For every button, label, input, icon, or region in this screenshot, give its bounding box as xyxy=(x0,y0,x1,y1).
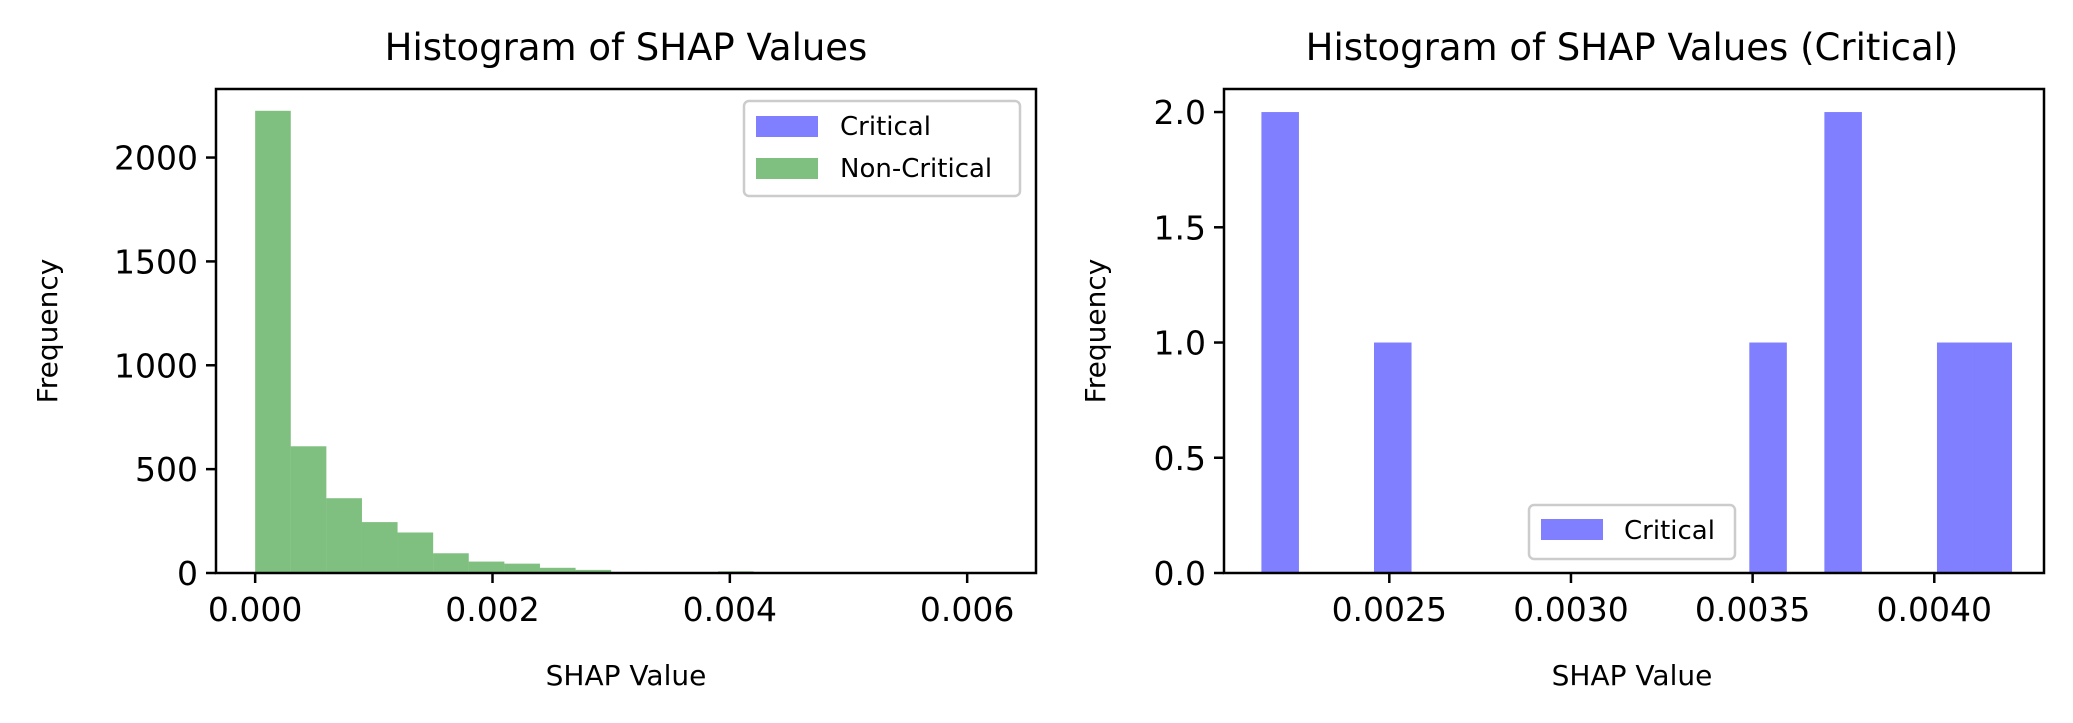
legend-box xyxy=(1527,503,1737,561)
y-axis-label: Frequency xyxy=(31,259,64,404)
legend: Critical Non-Critical xyxy=(742,99,1022,198)
histogram-bar xyxy=(433,553,469,573)
histogram-bar xyxy=(1974,342,2013,573)
legend-label-non-critical: Non-Critical xyxy=(840,154,992,184)
x-axis-label: SHAP Value xyxy=(546,659,707,692)
histogram-bar xyxy=(290,446,327,573)
histogram-bar xyxy=(326,498,362,573)
y-tick-label: 1.5 xyxy=(1154,208,1206,247)
y-tick-label: 1500 xyxy=(114,242,198,281)
y-ticks: 0.0 0.5 1.0 1.5 2.0 xyxy=(1154,93,1224,593)
chart-title: Histogram of SHAP Values xyxy=(385,26,868,69)
histogram-bar xyxy=(575,569,612,573)
histogram-bar xyxy=(361,522,398,573)
x-tick-label: 0.004 xyxy=(683,590,777,629)
x-tick-label: 0.0035 xyxy=(1695,590,1810,629)
y-tick-label: 500 xyxy=(135,450,198,489)
x-tick-label: 0.0030 xyxy=(1513,590,1628,629)
legend-swatch-critical xyxy=(756,116,818,137)
bars-group xyxy=(255,110,991,573)
x-tick-label: 0.000 xyxy=(208,590,302,629)
legend-label-critical: Critical xyxy=(1624,516,1715,546)
legend-label-critical: Critical xyxy=(840,112,931,142)
y-ticks: 0 500 1000 1500 2000 xyxy=(114,139,216,593)
y-tick-label: 0 xyxy=(177,554,198,593)
y-axis-label: Frequency xyxy=(1079,259,1112,404)
y-tick-label: 0.0 xyxy=(1154,554,1206,593)
y-tick-label: 0.5 xyxy=(1154,439,1206,478)
histogram-bar xyxy=(1749,342,1787,573)
y-tick-label: 2000 xyxy=(114,139,198,178)
chart-title: Histogram of SHAP Values (Critical) xyxy=(1306,26,1959,69)
histogram-bar xyxy=(468,561,505,573)
left-histogram-chart: Histogram of SHAP Values 0.000 0.002 0.004… xyxy=(31,26,1038,692)
bars-group xyxy=(1261,112,2013,574)
x-tick-label: 0.006 xyxy=(920,590,1014,629)
legend: Critical xyxy=(1527,503,1737,561)
histogram-bar xyxy=(539,567,576,573)
histogram-bar xyxy=(255,110,291,573)
x-axis-label: SHAP Value xyxy=(1552,659,1713,692)
y-tick-label: 1000 xyxy=(114,346,198,385)
histogram-bar xyxy=(1261,112,1299,574)
legend-swatch-critical xyxy=(1541,519,1603,540)
y-tick-label: 2.0 xyxy=(1154,93,1206,132)
histogram-bar xyxy=(1374,342,1412,573)
x-tick-label: 0.0040 xyxy=(1877,590,1992,629)
histogram-bar xyxy=(1824,112,1862,574)
x-ticks: 0.000 0.002 0.004 0.006 xyxy=(208,573,1014,629)
histogram-bar xyxy=(397,532,434,573)
x-ticks: 0.0025 0.0030 0.0035 0.0040 xyxy=(1332,573,1992,629)
x-tick-label: 0.0025 xyxy=(1332,590,1447,629)
y-tick-label: 1.0 xyxy=(1154,324,1206,363)
x-tick-label: 0.002 xyxy=(445,590,539,629)
plot-frame xyxy=(1222,87,2046,575)
histogram-bar xyxy=(1936,342,1975,573)
histogram-bar xyxy=(504,563,540,573)
right-histogram-chart: Histogram of SHAP Values (Critical) 0.00… xyxy=(1079,26,2046,692)
plot-frame xyxy=(214,87,1038,575)
legend-swatch-non-critical xyxy=(756,158,818,179)
